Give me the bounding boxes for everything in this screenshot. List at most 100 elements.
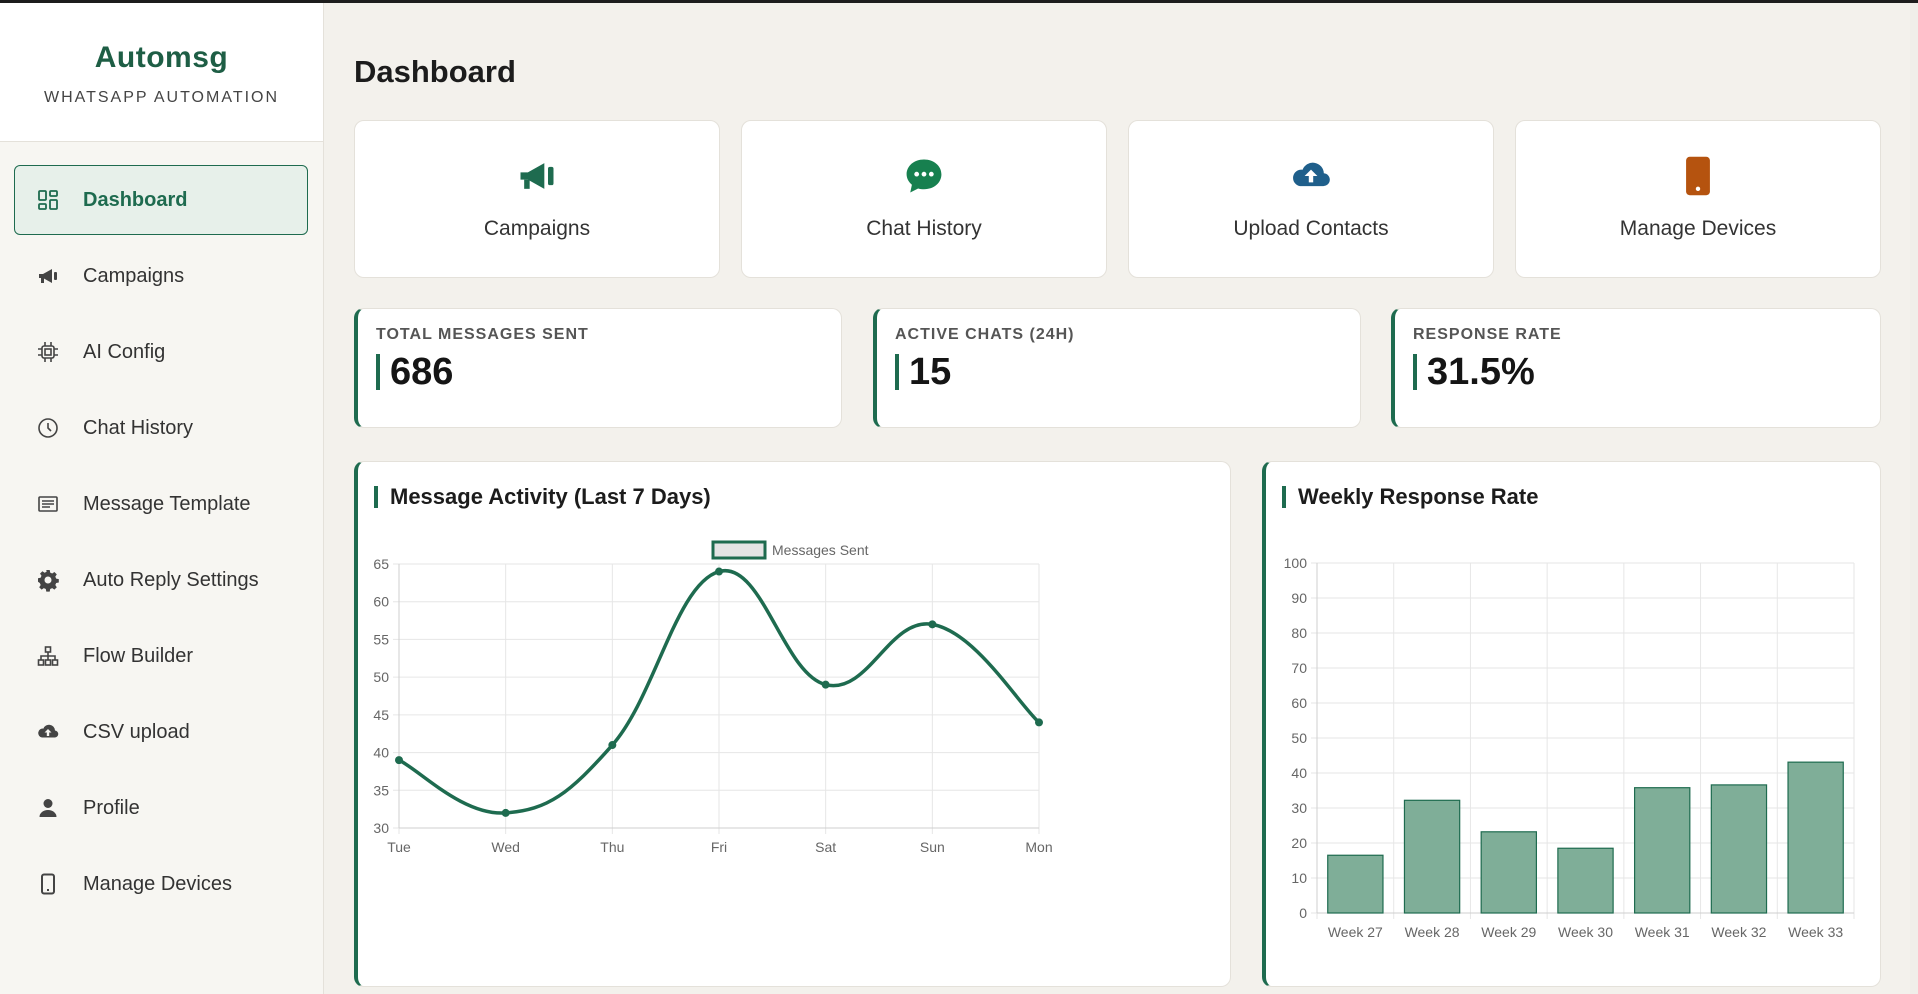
x-tick-label: Week 30	[1558, 924, 1613, 940]
x-tick-label: Week 29	[1481, 924, 1536, 940]
main-content: Dashboard Campaigns Chat History Upload …	[325, 3, 1918, 994]
x-tick-label: Sat	[815, 839, 836, 855]
bar	[1327, 854, 1384, 914]
message-activity-line-chart: 30 35 40 45 50 55 60 65 Tue Wed Thu Fri Sat Sun Mon Mes…	[373, 540, 1053, 855]
stat-value: 686	[376, 353, 841, 391]
y-tick-label: 60	[373, 594, 389, 610]
phone-icon	[1516, 154, 1880, 198]
x-tick-label: Fri	[711, 839, 727, 855]
y-tick-label: 70	[1291, 660, 1307, 676]
sidebar-item-message-template[interactable]: Message Template	[14, 469, 308, 539]
y-tick-label: 0	[1299, 905, 1307, 921]
sidebar-item-label: Profile	[83, 796, 140, 819]
stat-card-response-rate: RESPONSE RATE 31.5%	[1391, 308, 1881, 428]
chat-bubble-icon	[742, 154, 1106, 198]
y-tick-label: 35	[373, 782, 389, 798]
sidebar-item-chat-history[interactable]: Chat History	[14, 393, 308, 463]
sidebar-nav: Dashboard Campaigns AI Config Chat Histo…	[0, 142, 323, 919]
window-top-border	[0, 0, 1918, 3]
x-tick-label: Tue	[387, 839, 411, 855]
x-tick-label: Week 31	[1635, 924, 1690, 940]
page-scrollbar[interactable]	[1910, 3, 1918, 994]
stat-label: ACTIVE CHATS (24H)	[895, 326, 1075, 343]
sidebar-item-label: Manage Devices	[83, 872, 232, 895]
sidebar-item-manage-devices[interactable]: Manage Devices	[14, 849, 308, 919]
weekly-response-bar-chart: 0 10 20 30 40 50 60 70 80 90 100 Week 27 Week 28 Week…	[1284, 555, 1855, 940]
sitemap-icon	[35, 643, 61, 669]
chart-title: Weekly Response Rate	[1282, 486, 1538, 508]
chip-icon	[35, 339, 61, 365]
x-tick-label: Week 28	[1405, 924, 1460, 940]
sidebar-item-flow-builder[interactable]: Flow Builder	[14, 621, 308, 691]
quick-action-label: Manage Devices	[1619, 217, 1777, 240]
stat-card-total-messages: TOTAL MESSAGES SENT 686	[354, 308, 842, 428]
page-title: Dashboard	[354, 54, 516, 89]
user-icon	[35, 795, 61, 821]
bar	[1403, 799, 1461, 914]
sidebar-item-profile[interactable]: Profile	[14, 773, 308, 843]
quick-action-chat-history[interactable]: Chat History	[741, 120, 1107, 278]
stat-label: RESPONSE RATE	[1413, 326, 1562, 343]
sidebar-item-auto-reply-settings[interactable]: Auto Reply Settings	[14, 545, 308, 615]
bar	[1710, 784, 1768, 914]
sidebar-item-dashboard[interactable]: Dashboard	[14, 165, 308, 235]
sidebar-item-ai-config[interactable]: AI Config	[14, 317, 308, 387]
sidebar-item-label: Auto Reply Settings	[83, 568, 259, 591]
sidebar-item-csv-upload[interactable]: CSV upload	[14, 697, 308, 767]
quick-action-label: Campaigns	[483, 217, 591, 240]
sidebar-item-label: CSV upload	[83, 720, 190, 743]
sidebar-item-campaigns[interactable]: Campaigns	[14, 241, 308, 311]
y-tick-label: 65	[373, 556, 389, 572]
x-tick-label: Mon	[1025, 839, 1052, 855]
quick-action-campaigns[interactable]: Campaigns	[354, 120, 720, 278]
y-tick-label: 50	[373, 669, 389, 685]
quick-action-label: Upload Contacts	[1233, 217, 1389, 240]
x-tick-label: Week 33	[1788, 924, 1843, 940]
y-tick-label: 30	[373, 820, 389, 836]
stat-value: 31.5%	[1413, 353, 1880, 391]
sidebar-item-label: Dashboard	[83, 188, 188, 211]
sidebar-item-label: Chat History	[83, 416, 194, 439]
bar	[1633, 787, 1691, 914]
megaphone-icon	[35, 263, 61, 289]
data-point	[1035, 718, 1043, 727]
clock-icon	[35, 415, 61, 441]
data-point	[928, 620, 937, 629]
y-tick-label: 55	[373, 631, 389, 647]
data-point	[395, 756, 403, 765]
bar	[1787, 761, 1844, 914]
y-tick-label: 40	[373, 745, 389, 761]
stat-label: TOTAL MESSAGES SENT	[376, 326, 589, 343]
cloud-upload-icon	[35, 719, 61, 745]
y-tick-label: 40	[1291, 765, 1307, 781]
grid-icon	[35, 187, 61, 213]
x-tick-label: Sun	[920, 839, 945, 855]
x-tick-label: Week 27	[1328, 924, 1383, 940]
brand-subtitle: WHATSAPP AUTOMATION	[43, 89, 280, 106]
data-point	[608, 741, 617, 750]
megaphone-icon	[355, 154, 719, 198]
y-tick-label: 30	[1291, 800, 1307, 816]
y-tick-label: 90	[1291, 590, 1307, 606]
x-tick-label: Week 32	[1711, 924, 1766, 940]
quick-action-manage-devices[interactable]: Manage Devices	[1515, 120, 1881, 278]
quick-action-label: Chat History	[866, 217, 982, 240]
stat-value: 15	[895, 353, 1360, 391]
y-tick-label: 80	[1291, 625, 1307, 641]
x-tick-label: Thu	[600, 839, 624, 855]
template-icon	[35, 491, 61, 517]
sidebar-item-label: Campaigns	[83, 264, 185, 287]
y-tick-label: 10	[1291, 870, 1307, 886]
quick-action-upload-contacts[interactable]: Upload Contacts	[1128, 120, 1494, 278]
y-tick-label: 50	[1291, 730, 1307, 746]
bar	[1557, 847, 1614, 914]
y-tick-label: 45	[373, 707, 389, 723]
stat-card-active-chats: ACTIVE CHATS (24H) 15	[873, 308, 1361, 428]
gear-icon	[35, 567, 61, 593]
y-tick-label: 60	[1291, 695, 1307, 711]
sidebar: Automsg WHATSAPP AUTOMATION Dashboard Ca…	[0, 3, 324, 994]
x-tick-label: Wed	[491, 839, 520, 855]
y-tick-label: 100	[1284, 555, 1308, 571]
sidebar-item-label: AI Config	[83, 340, 166, 363]
cloud-upload-icon	[1129, 154, 1493, 198]
